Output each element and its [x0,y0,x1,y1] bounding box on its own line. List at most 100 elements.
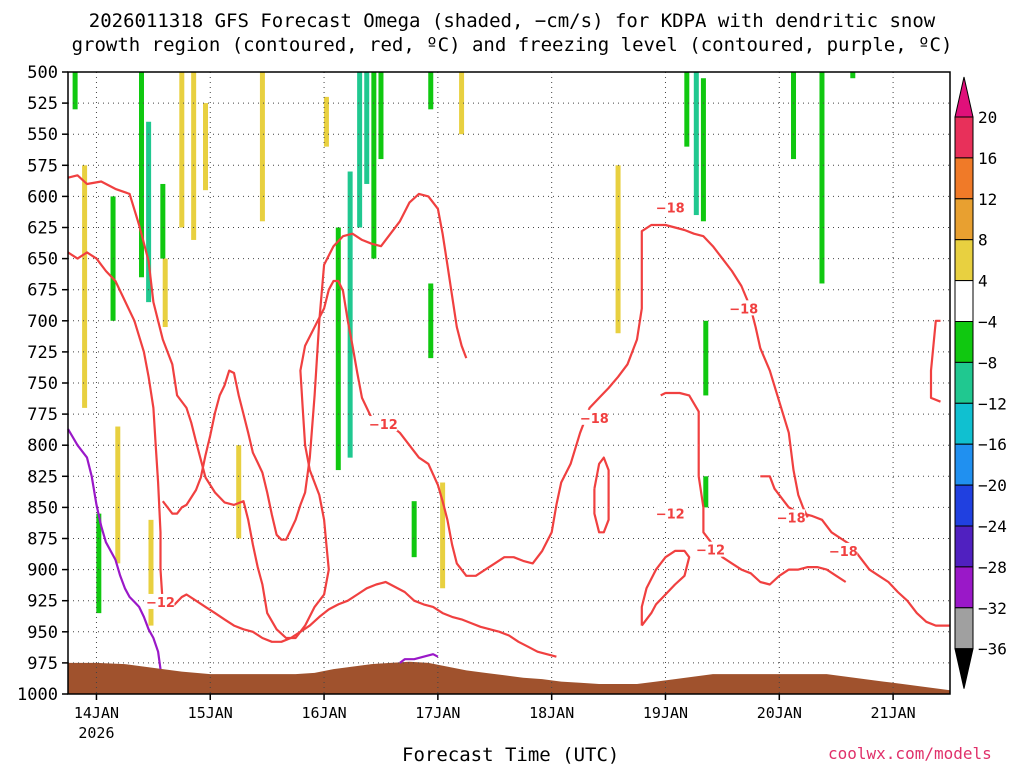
contour-label: −18 [656,202,685,217]
y-tick-label: 850 [27,498,58,518]
x-tick-label: 21JAN [871,704,916,722]
omega-shaded-cell [700,78,706,222]
x-tick-label: 19JAN [643,704,688,722]
y-tick-label: 725 [27,343,58,363]
dgz-contour [760,475,950,627]
omega-shaded-cell [615,165,621,334]
omega-shaded-cell [96,513,102,614]
y-tick-label: 550 [27,125,58,145]
colorbar-bin [954,239,974,282]
grid-layer [68,71,950,695]
colorbar-bin [954,280,974,323]
y-tick-label: 675 [27,281,58,301]
omega-shaded-cell [411,501,417,558]
contour-label: −18 [580,412,609,427]
dgz-contour [660,391,847,586]
colorbar-label: 20 [978,108,997,127]
colorbar-bin [954,321,974,363]
colorbar-label: −8 [978,353,997,372]
x-tick-label: 18JAN [529,704,574,722]
omega-shaded-cell [179,72,185,228]
omega-shaded-cell [428,72,434,110]
omega-shaded-cell [139,72,144,278]
colorbar-bin [954,607,974,650]
colorbar-bin [954,525,974,568]
y-axis: 500 525 550 575 600 625 650 675 700 725 750 775 800 8… [17,63,68,705]
omega-shaded-cell [146,121,152,303]
omega-shaded-cell [203,103,209,191]
freezing-level-contour [67,428,162,670]
omega-shaded-cell [791,72,797,160]
omega-shaded-cell [684,72,690,147]
omega-shaded-cell [428,283,434,359]
omega-shaded-cell [693,72,699,216]
y-tick-label: 900 [27,561,58,581]
colorbar-label: −16 [978,435,1007,454]
omega-shaded-cell [819,72,825,284]
terrain-layer [68,661,950,694]
contour-label-bg [729,300,758,316]
y-tick-label: 825 [27,467,58,487]
y-tick-label: 925 [27,592,58,612]
y-tick-label: 525 [27,94,58,114]
colorbar-label: −32 [978,599,1007,618]
contour-label-bg [580,409,609,425]
colorbar-bin [954,443,974,486]
colorbar-label: −4 [978,313,997,332]
y-tick-label: 500 [27,63,58,83]
omega-shaded-cell [440,482,446,589]
colorbar-bin [954,361,974,404]
y-tick-label: 750 [27,374,58,394]
y-tick-label: 575 [27,156,58,176]
omega-shaded-cell [323,96,329,147]
y-tick-label: 600 [27,187,58,207]
omega-shaded-cell [191,72,197,240]
omega-shaded-cell [259,72,265,222]
contour-label-bg [829,542,858,558]
y-tick-label: 775 [27,405,58,425]
y-tick-label: 975 [27,654,58,674]
colorbar-label: −36 [978,640,1007,659]
chart-title-line-2: growth region (contoured, red, ºC) and f… [71,34,953,56]
x-axis: 14JAN 2026 15JAN 16JAN 17JAN 18JAN 19JAN 20JAN 2… [74,694,916,742]
omega-shaded-cell [347,171,353,458]
x-tick-label: 20JAN [757,704,802,722]
colorbar-label: 4 [978,272,988,291]
omega-shaded-cell [459,72,465,135]
colorbar-top-arrow [954,76,974,118]
colorbar-label: 16 [978,149,997,168]
omega-shaded-cell [162,258,168,328]
colorbar-label: −12 [978,394,1007,413]
omega-shaded-cell [236,445,242,539]
contour-label-layer: −12 −12 −18 −18 −18 −12 −12 −18 −18 [146,199,858,611]
x-tick-label: 16JAN [301,704,346,722]
terrain-area [68,661,950,694]
omega-shaded-cell [115,426,121,564]
omega-shaded-cell [82,165,88,408]
contour-label: −12 [369,418,398,433]
contour-label-bg [696,541,725,557]
contour-label-bg [656,199,685,215]
y-tick-label: 875 [27,530,58,550]
colorbar-bin [954,157,974,200]
colorbar-bin [954,402,974,445]
omega-shading-layer [72,72,856,626]
y-tick-label: 950 [27,623,58,643]
x-tick-label: 17JAN [415,704,460,722]
colorbar-label: −28 [978,558,1007,577]
contour-label: −18 [777,511,806,526]
omega-shaded-cell [850,72,856,79]
contour-label: −18 [829,545,858,560]
dgz-contour [640,549,691,627]
omega-shaded-cell [378,72,384,160]
contour-label-bg [146,593,175,609]
y-tick-label: 800 [27,436,58,456]
x-axis-title: Forecast Time (UTC) [402,744,620,766]
omega-shaded-cell [335,227,341,471]
omega-shaded-cell [703,476,709,508]
colorbar-bin [954,566,974,609]
contour-label-bg [777,509,806,525]
dgz-contour [929,319,941,403]
colorbar-bin [954,198,974,241]
